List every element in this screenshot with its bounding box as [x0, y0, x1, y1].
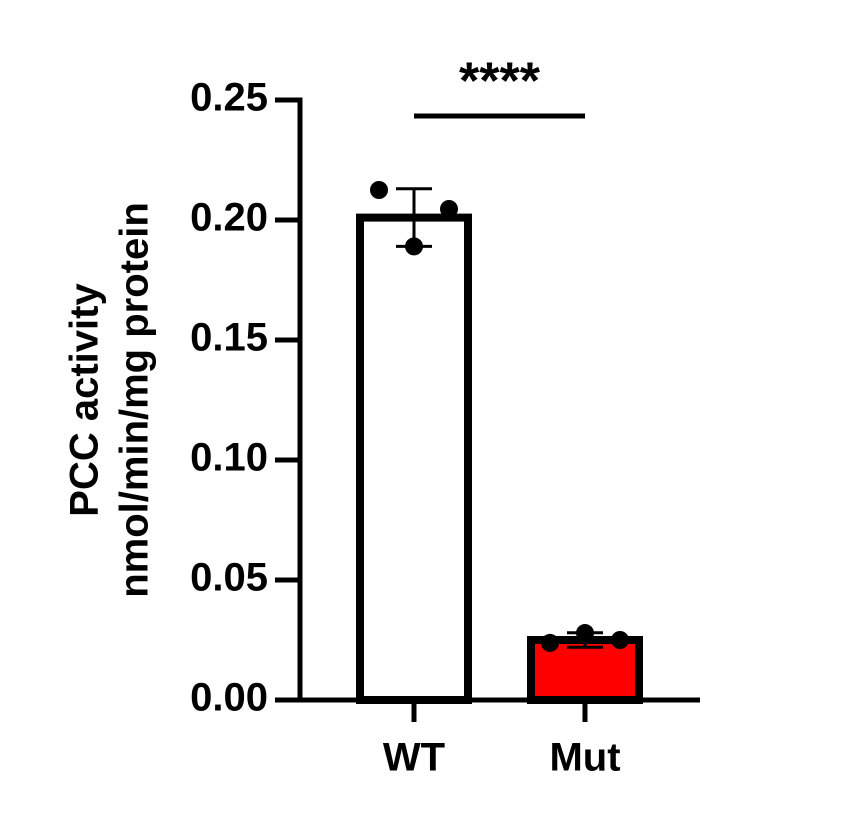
- y-axis-title-line: PCC activity: [63, 283, 107, 517]
- data-point: [611, 631, 629, 649]
- data-point: [370, 181, 388, 199]
- y-axis-title-line: nmol/min/mg protein: [113, 202, 157, 598]
- data-point: [576, 624, 594, 643]
- y-axis-title: PCC activity nmol/min/mg protein: [63, 202, 157, 598]
- y-tick-label: 0.25: [190, 76, 268, 120]
- x-tick-label: Mut: [549, 736, 620, 780]
- data-point: [405, 237, 423, 256]
- y-tick-label: 0.00: [190, 676, 268, 720]
- x-tick-label: WT: [383, 736, 445, 780]
- data-point: [541, 633, 559, 652]
- data-point: [440, 199, 458, 218]
- y-tick-label: 0.05: [190, 556, 268, 600]
- y-tick-label: 0.20: [190, 196, 268, 240]
- bar: [356, 213, 472, 704]
- y-tick-label: 0.10: [190, 436, 268, 480]
- y-tick-label: 0.15: [190, 316, 268, 360]
- significance-label: ****: [459, 53, 541, 111]
